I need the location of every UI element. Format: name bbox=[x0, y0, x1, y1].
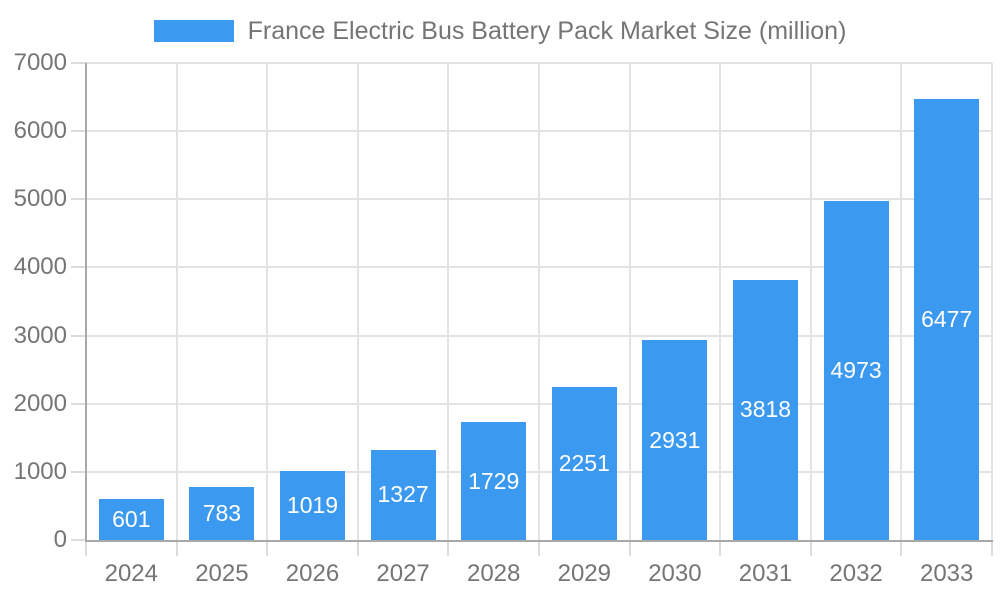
y-axis-tick-label: 0 bbox=[53, 526, 67, 553]
bar-value-label: 4973 bbox=[830, 357, 882, 384]
y-axis-tick-label: 1000 bbox=[13, 457, 67, 485]
bar[interactable]: 1019 bbox=[280, 470, 345, 540]
x-axis-tick-label: 2026 bbox=[285, 560, 340, 587]
legend-swatch[interactable] bbox=[153, 20, 234, 42]
x-gridline bbox=[447, 63, 450, 540]
y-axis-tick-label: 2000 bbox=[13, 389, 67, 417]
x-axis-tick bbox=[809, 542, 812, 556]
x-axis-tick bbox=[266, 542, 269, 556]
y-axis-tick bbox=[71, 402, 86, 405]
y-axis-tick-label: 3000 bbox=[13, 321, 67, 349]
bar[interactable]: 2251 bbox=[551, 386, 617, 540]
bar-value-label: 6477 bbox=[921, 305, 973, 332]
y-axis-tick bbox=[71, 130, 86, 133]
x-gridline bbox=[900, 63, 903, 540]
y-axis-tick-label: 7000 bbox=[13, 49, 67, 76]
x-axis-tick-label: 2025 bbox=[195, 560, 249, 587]
bar[interactable]: 1729 bbox=[461, 422, 527, 540]
x-gridline bbox=[356, 63, 359, 540]
y-axis-tick bbox=[71, 539, 86, 541]
y-axis-tick-label: 4000 bbox=[13, 253, 67, 281]
x-axis-tick-label: 2032 bbox=[829, 560, 883, 587]
x-axis-tick-label: 2030 bbox=[648, 560, 702, 587]
x-axis-tick bbox=[175, 542, 178, 556]
chart-title[interactable]: France Electric Bus Battery Pack Market … bbox=[247, 16, 847, 45]
x-axis-tick-label: 2028 bbox=[466, 560, 521, 587]
x-gridline bbox=[719, 63, 722, 540]
x-gridline bbox=[809, 63, 812, 540]
y-axis-tick-label: 5000 bbox=[13, 185, 67, 213]
bar-value-label: 601 bbox=[112, 506, 151, 532]
bar[interactable]: 2931 bbox=[642, 340, 708, 540]
bar[interactable]: 1327 bbox=[370, 449, 436, 540]
bar-value-label: 1327 bbox=[377, 481, 429, 508]
bar-value-label: 1729 bbox=[468, 467, 520, 494]
y-axis-line bbox=[85, 63, 87, 542]
x-axis-tick bbox=[85, 542, 87, 556]
x-axis-tick bbox=[719, 542, 722, 556]
chart-legend: France Electric Bus Battery Pack Market … bbox=[0, 16, 1000, 46]
bar[interactable]: 3818 bbox=[733, 279, 798, 540]
y-axis-tick bbox=[71, 266, 86, 269]
bar[interactable]: 6477 bbox=[914, 98, 980, 540]
bar[interactable]: 4973 bbox=[823, 201, 889, 540]
bar[interactable]: 601 bbox=[98, 499, 164, 540]
bar-value-label: 783 bbox=[202, 499, 242, 526]
bar[interactable]: 783 bbox=[189, 486, 255, 540]
bar-value-label: 1019 bbox=[286, 491, 339, 518]
x-axis-tick bbox=[900, 542, 903, 556]
x-axis-tick bbox=[991, 542, 993, 556]
x-gridline bbox=[538, 63, 540, 540]
bar-value-label: 2931 bbox=[649, 426, 701, 453]
y-axis-tick bbox=[71, 62, 86, 64]
x-axis-tick bbox=[538, 542, 540, 556]
x-axis-tick-label: 2024 bbox=[104, 560, 158, 587]
x-gridline bbox=[628, 63, 631, 540]
x-axis-tick-label: 2033 bbox=[919, 560, 974, 587]
bar-value-label: 3818 bbox=[739, 396, 792, 423]
y-axis-tick bbox=[71, 470, 86, 473]
x-axis-tick-label: 2027 bbox=[376, 560, 430, 587]
x-axis-tick bbox=[628, 542, 631, 556]
y-axis-tick-label: 6000 bbox=[13, 117, 67, 145]
x-axis-tick-label: 2029 bbox=[557, 560, 611, 587]
y-axis-tick bbox=[71, 198, 86, 201]
x-axis-tick bbox=[447, 542, 450, 556]
x-axis-tick-label: 2031 bbox=[738, 560, 793, 587]
bar-value-label: 2251 bbox=[558, 449, 610, 476]
x-axis-line bbox=[85, 540, 993, 542]
x-axis-tick bbox=[356, 542, 359, 556]
x-gridline bbox=[266, 63, 269, 540]
x-gridline bbox=[175, 63, 178, 540]
x-gridline bbox=[991, 63, 993, 540]
y-axis-tick bbox=[71, 334, 86, 337]
